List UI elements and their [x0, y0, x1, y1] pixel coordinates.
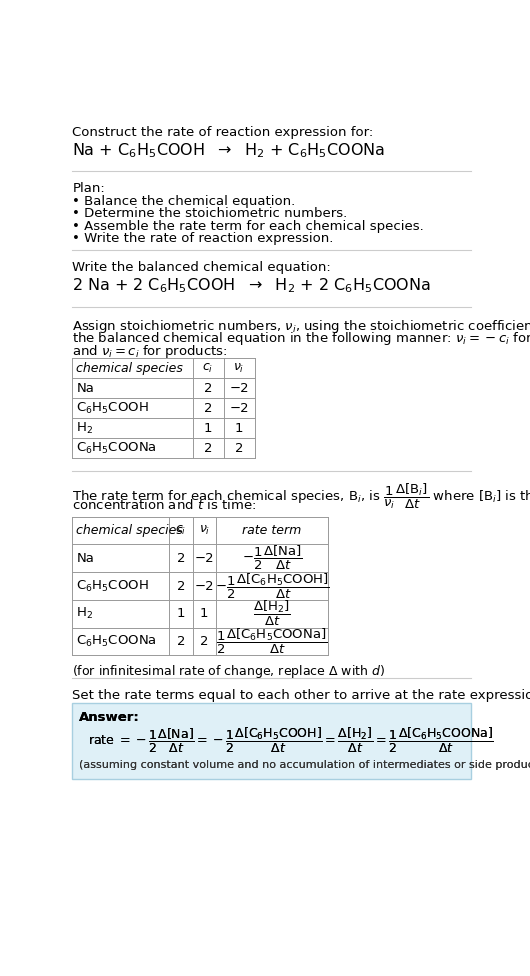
Text: chemical species: chemical species — [76, 524, 183, 537]
Text: 2: 2 — [200, 635, 208, 648]
Text: $\dfrac{1}{2}\dfrac{\Delta[\mathrm{C_6H_5COONa}]}{\Delta t}$: $\dfrac{1}{2}\dfrac{\Delta[\mathrm{C_6H_… — [216, 627, 328, 656]
Text: Answer:: Answer: — [78, 711, 139, 724]
Text: 2 Na + 2 C$_6$H$_5$COOH  $\rightarrow$  H$_2$ + 2 C$_6$H$_5$COONa: 2 Na + 2 C$_6$H$_5$COOH $\rightarrow$ H$… — [73, 276, 431, 295]
Text: $-\dfrac{1}{2}\dfrac{\Delta[\mathrm{Na}]}{\Delta t}$: $-\dfrac{1}{2}\dfrac{\Delta[\mathrm{Na}]… — [242, 545, 302, 572]
Text: −2: −2 — [229, 382, 249, 394]
Text: 2: 2 — [204, 402, 213, 415]
Text: −2: −2 — [195, 551, 214, 565]
Text: $c_i$: $c_i$ — [175, 524, 187, 537]
Text: −2: −2 — [195, 580, 214, 592]
Text: (for infinitesimal rate of change, replace Δ with $d$): (for infinitesimal rate of change, repla… — [73, 663, 385, 680]
Text: (assuming constant volume and no accumulation of intermediates or side products): (assuming constant volume and no accumul… — [78, 760, 530, 770]
Text: • Assemble the rate term for each chemical species.: • Assemble the rate term for each chemic… — [73, 220, 424, 232]
Text: −2: −2 — [229, 402, 249, 415]
Text: • Balance the chemical equation.: • Balance the chemical equation. — [73, 195, 296, 208]
FancyBboxPatch shape — [73, 703, 471, 779]
Text: 2: 2 — [204, 442, 213, 455]
Text: H$_2$: H$_2$ — [76, 421, 93, 435]
Text: Na: Na — [76, 382, 94, 394]
Text: • Determine the stoichiometric numbers.: • Determine the stoichiometric numbers. — [73, 207, 348, 221]
Text: rate term: rate term — [242, 524, 302, 537]
Text: 1: 1 — [176, 607, 185, 621]
Text: C$_6$H$_5$COONa: C$_6$H$_5$COONa — [76, 634, 157, 649]
Text: C$_6$H$_5$COONa: C$_6$H$_5$COONa — [76, 441, 157, 456]
Text: chemical species: chemical species — [76, 362, 183, 375]
Text: (assuming constant volume and no accumulation of intermediates or side products): (assuming constant volume and no accumul… — [78, 760, 530, 770]
Text: 1: 1 — [235, 422, 243, 434]
Text: $\dfrac{\Delta[\mathrm{H_2}]}{\Delta t}$: $\dfrac{\Delta[\mathrm{H_2}]}{\Delta t}$ — [253, 599, 291, 629]
Text: Assign stoichiometric numbers, $\nu_i$, using the stoichiometric coefficients, $: Assign stoichiometric numbers, $\nu_i$, … — [73, 318, 530, 335]
Text: 2: 2 — [176, 635, 185, 648]
Text: rate $= -\dfrac{1}{2}\dfrac{\Delta[\mathrm{Na}]}{\Delta t} = -\dfrac{1}{2}\dfrac: rate $= -\dfrac{1}{2}\dfrac{\Delta[\math… — [88, 726, 494, 755]
Text: Write the balanced chemical equation:: Write the balanced chemical equation: — [73, 262, 331, 274]
Text: the balanced chemical equation in the following manner: $\nu_i = -c_i$ for react: the balanced chemical equation in the fo… — [73, 331, 530, 347]
Text: 2: 2 — [176, 580, 185, 592]
Text: $-\dfrac{1}{2}\dfrac{\Delta[\mathrm{C_6H_5COOH}]}{\Delta t}$: $-\dfrac{1}{2}\dfrac{\Delta[\mathrm{C_6H… — [215, 571, 329, 600]
Text: and $\nu_i = c_i$ for products:: and $\nu_i = c_i$ for products: — [73, 343, 228, 360]
Text: Construct the rate of reaction expression for:: Construct the rate of reaction expressio… — [73, 126, 374, 140]
Text: 1: 1 — [200, 607, 208, 621]
Text: concentration and $t$ is time:: concentration and $t$ is time: — [73, 499, 257, 512]
Text: $c_i$: $c_i$ — [202, 361, 214, 375]
Text: 2: 2 — [235, 442, 243, 455]
Text: H$_2$: H$_2$ — [76, 606, 93, 622]
Text: $\nu_i$: $\nu_i$ — [199, 524, 210, 537]
Text: Plan:: Plan: — [73, 182, 105, 195]
Text: Set the rate terms equal to each other to arrive at the rate expression:: Set the rate terms equal to each other t… — [73, 689, 530, 702]
Text: rate $= -\dfrac{1}{2}\dfrac{\Delta[\mathrm{Na}]}{\Delta t} = -\dfrac{1}{2}\dfrac: rate $= -\dfrac{1}{2}\dfrac{\Delta[\math… — [88, 726, 494, 755]
Text: The rate term for each chemical species, B$_i$, is $\dfrac{1}{\nu_i}\dfrac{\Delt: The rate term for each chemical species,… — [73, 481, 530, 510]
Text: 1: 1 — [204, 422, 213, 434]
Text: • Write the rate of reaction expression.: • Write the rate of reaction expression. — [73, 232, 334, 245]
Text: Answer:: Answer: — [78, 711, 139, 724]
Text: Na: Na — [76, 551, 94, 565]
Text: Na + C$_6$H$_5$COOH  $\rightarrow$  H$_2$ + C$_6$H$_5$COONa: Na + C$_6$H$_5$COOH $\rightarrow$ H$_2$ … — [73, 142, 385, 160]
Text: $\nu_i$: $\nu_i$ — [233, 361, 245, 375]
Text: C$_6$H$_5$COOH: C$_6$H$_5$COOH — [76, 579, 149, 593]
Text: 2: 2 — [176, 551, 185, 565]
Text: C$_6$H$_5$COOH: C$_6$H$_5$COOH — [76, 400, 149, 416]
Text: 2: 2 — [204, 382, 213, 394]
